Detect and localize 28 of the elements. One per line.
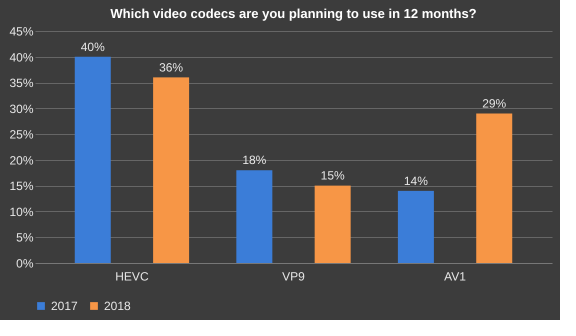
y-tick-label: 5%	[16, 230, 34, 245]
data-label: 18%	[242, 153, 267, 168]
y-tick-label: 35%	[9, 76, 34, 90]
bar	[236, 170, 272, 263]
y-tick-label: 25%	[9, 128, 34, 142]
data-label: 14%	[404, 174, 428, 188]
chart-title: Which video codecs are you planning to use in 12 months?	[110, 6, 477, 21]
data-label: 40%	[80, 40, 106, 54]
bar	[153, 77, 190, 263]
data-label: 15%	[320, 168, 345, 183]
y-tick-label: 10%	[9, 204, 34, 219]
y-tick-label: 20%	[9, 153, 34, 168]
bar	[398, 190, 434, 263]
y-tick-label: 30%	[9, 102, 34, 116]
legend-label: 2018	[104, 299, 132, 313]
legend-label: 2017	[51, 299, 78, 313]
data-label: 29%	[482, 96, 507, 110]
x-tick-label: AV1	[444, 270, 466, 284]
x-tick-label: HEVC	[115, 270, 149, 284]
y-tick-label: 0%	[16, 256, 34, 270]
x-tick-label: VP9	[282, 270, 306, 284]
bar	[476, 113, 512, 263]
y-tick-label: 15%	[9, 179, 34, 194]
data-label: 36%	[159, 60, 184, 74]
bar	[314, 186, 351, 263]
bar	[74, 56, 111, 263]
y-tick-label: 40%	[9, 50, 34, 64]
y-tick-label: 45%	[9, 24, 34, 38]
